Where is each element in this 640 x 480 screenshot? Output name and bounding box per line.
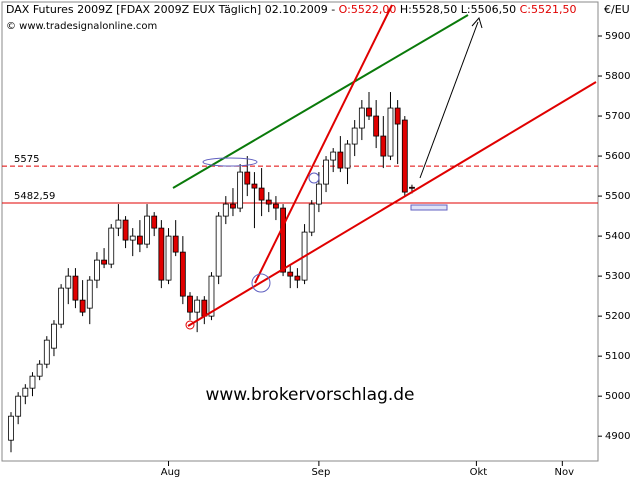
candle-body	[215, 215, 222, 277]
subtitle: © www.tradesignalonline.com	[6, 21, 157, 32]
candle-body	[115, 219, 122, 229]
candle-body	[401, 119, 408, 193]
candle-body	[380, 135, 387, 157]
plot-frame	[1, 1, 599, 462]
candle-body	[337, 151, 344, 169]
candle-body	[251, 183, 258, 189]
candle-body	[330, 151, 337, 161]
candle-body	[394, 107, 401, 125]
candle-body	[15, 395, 22, 417]
annotation-circle	[308, 172, 320, 184]
candle-body	[94, 259, 100, 281]
candle-body	[43, 339, 50, 365]
candle-body	[373, 115, 380, 137]
y-tick-label: 5600	[605, 151, 630, 162]
candle-body	[194, 299, 201, 313]
annotation-circle	[251, 273, 271, 293]
candle-body	[265, 199, 272, 205]
candle-body	[158, 227, 165, 281]
candle-body	[208, 275, 215, 317]
candle-body	[387, 107, 394, 157]
candle-body	[280, 207, 286, 273]
chart-title: DAX Futures 2009Z [FDAX 2009Z EUX Täglic…	[6, 3, 576, 16]
candle-body	[308, 203, 315, 233]
candle-body	[151, 215, 158, 229]
annotation-box	[410, 204, 448, 211]
candle-body	[108, 227, 115, 265]
y-axis-label: €/EU	[604, 3, 630, 16]
candle-body	[366, 107, 372, 117]
annotation-circle	[185, 320, 195, 330]
x-tick-label: Sep	[311, 467, 330, 478]
trend-line	[254, 4, 393, 284]
candle-body	[358, 107, 365, 129]
title-part: C:5521,50	[520, 3, 577, 16]
arrow	[419, 21, 479, 179]
y-tick-label: 5700	[605, 111, 630, 122]
candle-body	[144, 215, 150, 245]
arrow-head	[471, 16, 483, 29]
y-tick-label: 5500	[605, 191, 630, 202]
title-part: DAX Futures 2009Z [FDAX 2009Z EUX Täglic…	[6, 3, 339, 16]
candle-body	[351, 127, 358, 145]
horizontal-line-label: 5482,59	[14, 191, 55, 202]
candle-body	[187, 295, 193, 313]
candle-body	[122, 219, 129, 241]
title-part: O:5522,00	[339, 3, 397, 16]
candle-body	[222, 203, 229, 217]
candle-body	[201, 299, 208, 317]
trend-line	[187, 81, 597, 327]
x-tick-label: Nov	[555, 467, 575, 478]
y-tick-label: 5200	[605, 311, 630, 322]
candle-body	[172, 235, 179, 253]
candle-body	[129, 235, 136, 241]
horizontal-line-label: 5575	[14, 154, 39, 165]
candle-body	[29, 375, 36, 389]
candle-body	[230, 203, 236, 209]
candle-body	[36, 363, 43, 377]
candle-body	[72, 275, 79, 301]
candle-body	[315, 183, 322, 205]
candle-body	[86, 279, 93, 309]
candle-body	[344, 143, 351, 169]
y-tick-label: 5300	[605, 271, 630, 282]
x-tick-label: Aug	[161, 467, 181, 478]
y-tick-label: 5100	[605, 351, 630, 362]
candle-body	[294, 275, 301, 281]
candle-body	[8, 415, 14, 441]
y-tick-label: 5900	[605, 31, 630, 42]
y-tick-label: 5800	[605, 71, 630, 82]
watermark: www.brokervorschlag.de	[205, 385, 414, 405]
candle-body	[58, 287, 65, 325]
trend-line	[172, 14, 469, 189]
candle-body	[258, 187, 265, 201]
x-tick-label: Okt	[470, 467, 488, 478]
candle-body	[65, 275, 72, 289]
candle-body	[237, 171, 244, 209]
candle-body	[22, 387, 29, 397]
y-tick-label: 4900	[605, 431, 630, 442]
candle-body	[79, 299, 86, 313]
y-tick-label: 5000	[605, 391, 630, 402]
annotation-ellipse	[202, 157, 258, 167]
y-tick-label: 5400	[605, 231, 630, 242]
candle-body	[165, 235, 172, 281]
candle-body	[136, 235, 143, 245]
candle-body	[244, 171, 251, 185]
candle-body	[287, 271, 294, 277]
candle-body	[323, 159, 329, 185]
candle-body	[51, 323, 57, 349]
candle-body	[409, 186, 415, 189]
candle-body	[273, 203, 279, 209]
candle-body	[179, 251, 186, 297]
title-part: H:5528,50 L:5506,50	[396, 3, 519, 16]
candle-body	[101, 259, 107, 265]
